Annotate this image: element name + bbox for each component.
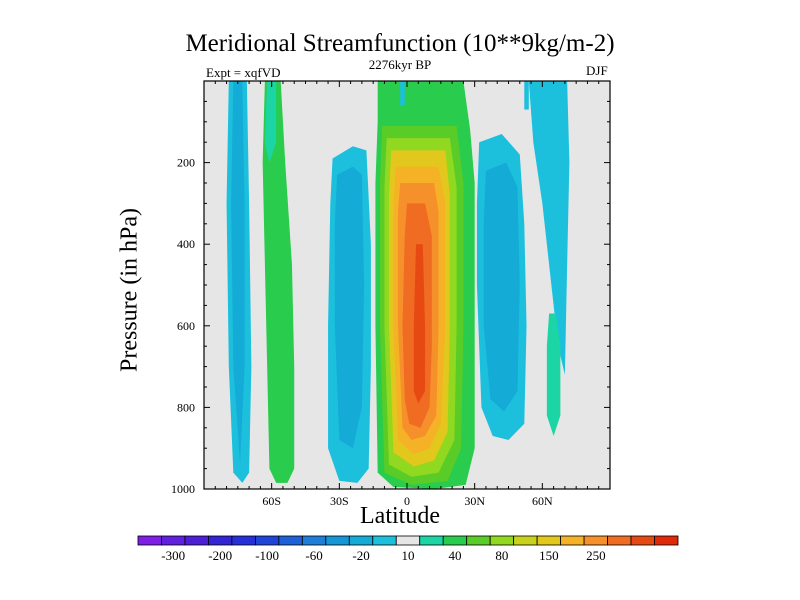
colorbar-label: -100 (255, 548, 279, 563)
colorbar-swatch (536, 535, 562, 546)
colorbar-swatch (395, 535, 421, 546)
x-tick-label: 30N (464, 494, 485, 508)
arctic-cell (528, 81, 570, 375)
hadley-core (413, 244, 426, 404)
southern-ferrel-cell (262, 81, 295, 483)
arctic-patch (524, 81, 529, 110)
colorbar-swatch (442, 535, 468, 546)
colorbar: -300 -200 -100 -60 -20 10 40 80 150 250 (137, 535, 679, 563)
equatorial-patch-1 (400, 81, 405, 106)
colorbar-label: -300 (161, 548, 185, 563)
northern-polar-cell (546, 313, 561, 436)
colorbar-swatch (254, 535, 280, 546)
colorbar-label: 250 (586, 548, 606, 563)
colorbar-swatch (489, 535, 515, 546)
colorbar-label: 10 (402, 548, 415, 563)
colorbar-swatch (372, 535, 397, 546)
x-tick-label: 30S (330, 494, 349, 508)
colorbar-label: 150 (539, 548, 559, 563)
chart-title: Meridional Streamfunction (10**9kg/m-2) (185, 30, 615, 57)
colorbar-label: -60 (305, 548, 322, 563)
x-tick-label: 60N (532, 494, 553, 508)
colorbar-label: -200 (208, 548, 232, 563)
y-tick-label: 400 (177, 237, 195, 251)
colorbar-label: -20 (352, 548, 369, 563)
northern-ferrel-cell-inner (483, 162, 520, 412)
x-tick-label: 0 (404, 494, 410, 508)
colorbar-swatch (278, 535, 303, 546)
x-ticks: 60S 30S 0 30N 60N (214, 81, 600, 508)
colorbar-label: 40 (448, 548, 461, 563)
y-tick-label: 800 (177, 400, 195, 414)
colorbar-swatch (325, 535, 350, 546)
southern-polar-cell-inner (231, 81, 245, 465)
colorbar-swatch (630, 535, 655, 546)
colorbar-swatch (137, 535, 162, 546)
y-tick-label: 600 (177, 319, 195, 333)
colorbar-swatch (419, 535, 444, 546)
colorbar-swatch (583, 535, 608, 546)
colorbar-swatch (301, 535, 327, 546)
colorbar-swatch (208, 535, 233, 546)
x-tick-label: 60S (262, 494, 281, 508)
colorbar-swatch (513, 535, 538, 546)
contour-fields (226, 81, 570, 489)
chart-subtitle: 2276kyr BP (368, 57, 432, 72)
colorbar-swatch (654, 535, 679, 546)
y-tick-label: 200 (177, 156, 195, 170)
southern-subtropical-cell-inner (334, 166, 365, 449)
colorbar-swatch (466, 535, 491, 546)
colorbar-swatch (348, 535, 374, 546)
y-tick-label: 1000 (171, 482, 195, 496)
colorbar-label: 80 (495, 548, 508, 563)
southern-ferrel-core (264, 81, 277, 163)
colorbar-swatch (161, 535, 186, 546)
colorbar-swatch (607, 535, 632, 546)
x-axis-label: Latitude (360, 503, 440, 529)
experiment-label: Expt = xqfVD (206, 65, 281, 80)
season-label: DJF (586, 63, 608, 78)
y-ticks: 200 400 600 800 1000 (171, 100, 610, 496)
colorbar-swatch (184, 535, 209, 546)
colorbar-swatch (231, 535, 256, 546)
colorbar-swatch (560, 535, 585, 546)
